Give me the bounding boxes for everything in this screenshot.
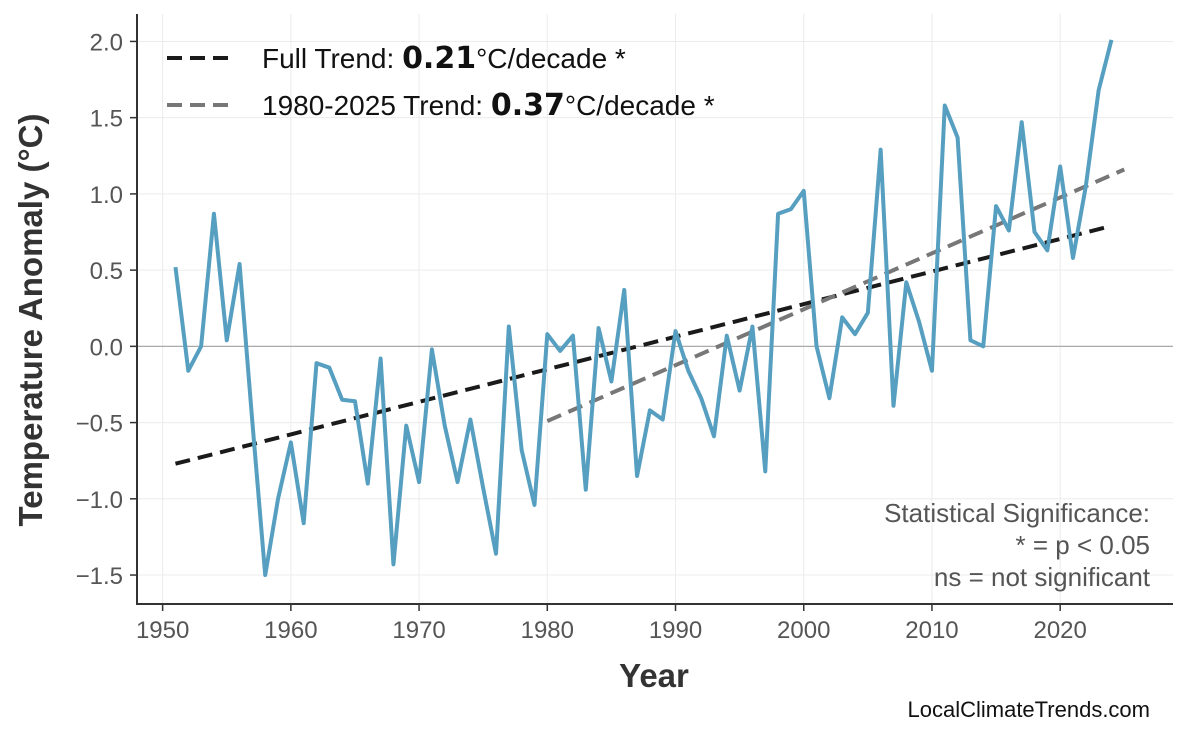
significance-star: * = p < 0.05 [1016,530,1150,560]
trend-lines [174,167,1126,466]
legend-label-suffix: °C/decade * [476,43,626,74]
y-tick-label: 1.0 [90,182,123,209]
legend-label: 1980-2025 Trend: 0.37°C/decade * [262,88,715,123]
y-axis-label: Temperature Anomaly (°C) [12,114,49,527]
y-tick-label: 1.5 [90,106,123,133]
x-ticks: 1950 1960 1970 1980 1990 2000 2010 2020 [136,604,1087,644]
legend-label-suffix: °C/decade * [565,90,715,121]
x-tick-label: 1960 [264,617,317,644]
trend-line [546,167,1126,423]
x-tick-label: 1950 [136,617,189,644]
y-tick-label: 0.0 [90,334,123,361]
y-tick-label: 2.0 [90,29,123,56]
x-tick-label: 1990 [649,617,702,644]
x-tick-label: 2010 [905,617,958,644]
watermark: LocalClimateTrends.com [908,697,1151,722]
legend-label-prefix: Full Trend: [262,43,402,74]
series-line [173,39,1114,578]
legend-label: Full Trend: 0.21°C/decade * [262,41,626,76]
x-tick-label: 1980 [521,617,574,644]
axes [136,14,1173,605]
x-tick-label: 1970 [392,617,445,644]
y-tick-label: −0.5 [76,411,123,438]
significance-note: Statistical Significance: * = p < 0.05 n… [884,498,1151,592]
significance-title: Statistical Significance: [884,498,1150,528]
y-tick-label: 0.5 [90,258,123,285]
legend-trend-value: 0.21 [402,41,476,76]
x-tick-label: 2000 [777,617,830,644]
trend-line [174,223,1112,466]
legend-label-prefix: 1980-2025 Trend: [262,90,491,121]
x-axis-label: Year [619,657,689,694]
y-ticks: −1.5 −1.0 −0.5 0.0 0.5 1.0 1.5 2.0 [76,29,137,590]
legend-trend-value: 0.37 [491,88,565,123]
significance-ns: ns = not significant [934,562,1151,592]
x-tick-label: 2020 [1033,617,1086,644]
y-tick-label: −1.0 [76,487,123,514]
legend: Full Trend: 0.21°C/decade *1980-2025 Tre… [167,41,715,123]
y-tick-label: −1.5 [76,563,123,590]
